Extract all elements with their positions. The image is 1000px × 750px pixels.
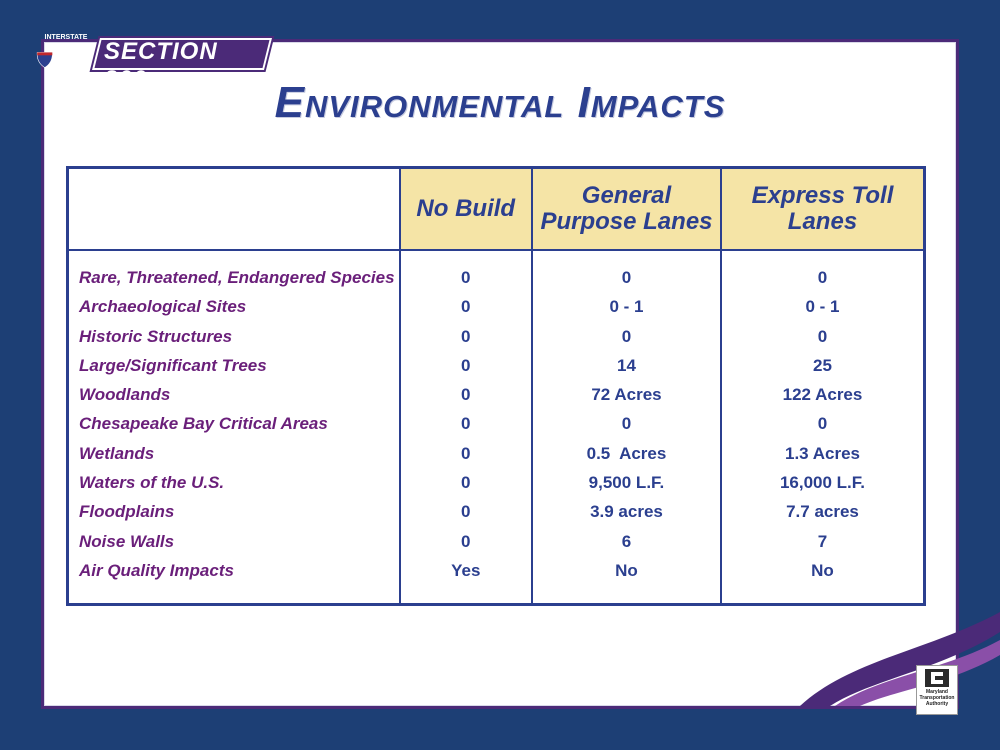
page-title: Environmental Impacts <box>274 78 726 127</box>
table-cell: 0 <box>621 414 632 434</box>
express-toll-column: 0 0 - 1 0 25 122 Acres 0 1.3 Acres 16,00… <box>719 250 926 605</box>
shield-number: 95 <box>53 46 79 71</box>
table-cell: 0 <box>461 473 471 493</box>
table-cell: 14 <box>617 355 636 375</box>
table-cell: 0 <box>461 268 471 287</box>
column-header-blank <box>66 166 401 251</box>
environmental-impacts-table: No Build General Purpose Lanes Express T… <box>66 166 926 607</box>
table-header-row: No Build General Purpose Lanes Express T… <box>66 166 926 251</box>
table-cell: 0 <box>817 268 828 287</box>
column-header-express-toll-lanes: Express Toll Lanes <box>719 166 926 251</box>
table-cell: 0 <box>461 297 471 317</box>
row-label: Noise Walls <box>79 531 175 551</box>
table-cell: 6 <box>621 531 632 551</box>
table-cell: 16,000 L.F. <box>779 473 866 493</box>
row-label: Waters of the U.S. <box>79 473 225 493</box>
table-cell: 0 <box>621 326 632 346</box>
table-cell: 0 <box>461 414 471 434</box>
mta-logo: Maryland Transportation Authority <box>916 665 958 715</box>
table-cell: Yes <box>451 560 481 580</box>
row-label: Air Quality Impacts <box>79 560 234 580</box>
column-header-general-purpose-lanes: General Purpose Lanes <box>530 166 722 251</box>
row-label: Archaeological Sites <box>79 297 247 317</box>
table-cell: 7.7 acres <box>786 502 859 522</box>
table-cell: 122 Acres <box>782 385 863 405</box>
table-cell: No <box>811 560 834 580</box>
general-purpose-column: 0 0 - 1 0 14 72 Acres 0 0.5 Acres 9,500 … <box>530 250 722 605</box>
row-label: Wetlands <box>79 443 155 463</box>
table-body: Rare, Threatened, Endangered Species Arc… <box>66 250 926 605</box>
table-cell: 72 Acres <box>591 385 662 405</box>
row-label: Woodlands <box>79 385 171 405</box>
table-cell: 0 <box>817 326 828 346</box>
row-label: Historic Structures <box>79 326 233 346</box>
table-cell: 0 <box>817 414 828 434</box>
row-label: Rare, Threatened, Endangered Species <box>79 268 395 287</box>
interstate-95-shield-icon <box>36 52 53 68</box>
section-200-label: SECTION 200 <box>104 38 218 93</box>
row-labels-column: Rare, Threatened, Endangered Species Arc… <box>66 250 401 605</box>
no-build-column: 0 0 0 0 0 0 0 0 0 0 Yes <box>398 250 533 605</box>
table-cell: No <box>615 560 638 580</box>
table-cell: 9,500 L.F. <box>588 473 665 493</box>
table-cell: 0.5 Acres <box>586 443 667 463</box>
shield-top-label: INTERSTATE <box>44 34 88 41</box>
table-cell: 1.3 Acres <box>785 443 860 463</box>
row-label: Chesapeake Bay Critical Areas <box>79 414 328 434</box>
table-cell: 3.9 acres <box>590 502 663 522</box>
table-cell: 25 <box>813 355 832 375</box>
column-header-no-build: No Build <box>398 166 533 251</box>
table-cell: 7 <box>817 531 828 551</box>
table-cell: 0 <box>461 443 471 463</box>
table-cell: 0 - 1 <box>609 297 644 317</box>
row-label: Large/Significant Trees <box>79 355 267 375</box>
table-cell: 0 <box>461 385 471 405</box>
table-cell: 0 <box>461 502 471 522</box>
table-cell: 0 <box>461 326 471 346</box>
row-label: Floodplains <box>79 502 175 522</box>
table-cell: 0 - 1 <box>805 297 840 317</box>
mta-emblem-icon <box>925 669 949 687</box>
table-cell: 0 <box>461 355 471 375</box>
table-cell: 0 <box>621 268 632 287</box>
table-cell: 0 <box>461 531 471 551</box>
mta-logo-text: Maryland Transportation Authority <box>919 689 955 707</box>
